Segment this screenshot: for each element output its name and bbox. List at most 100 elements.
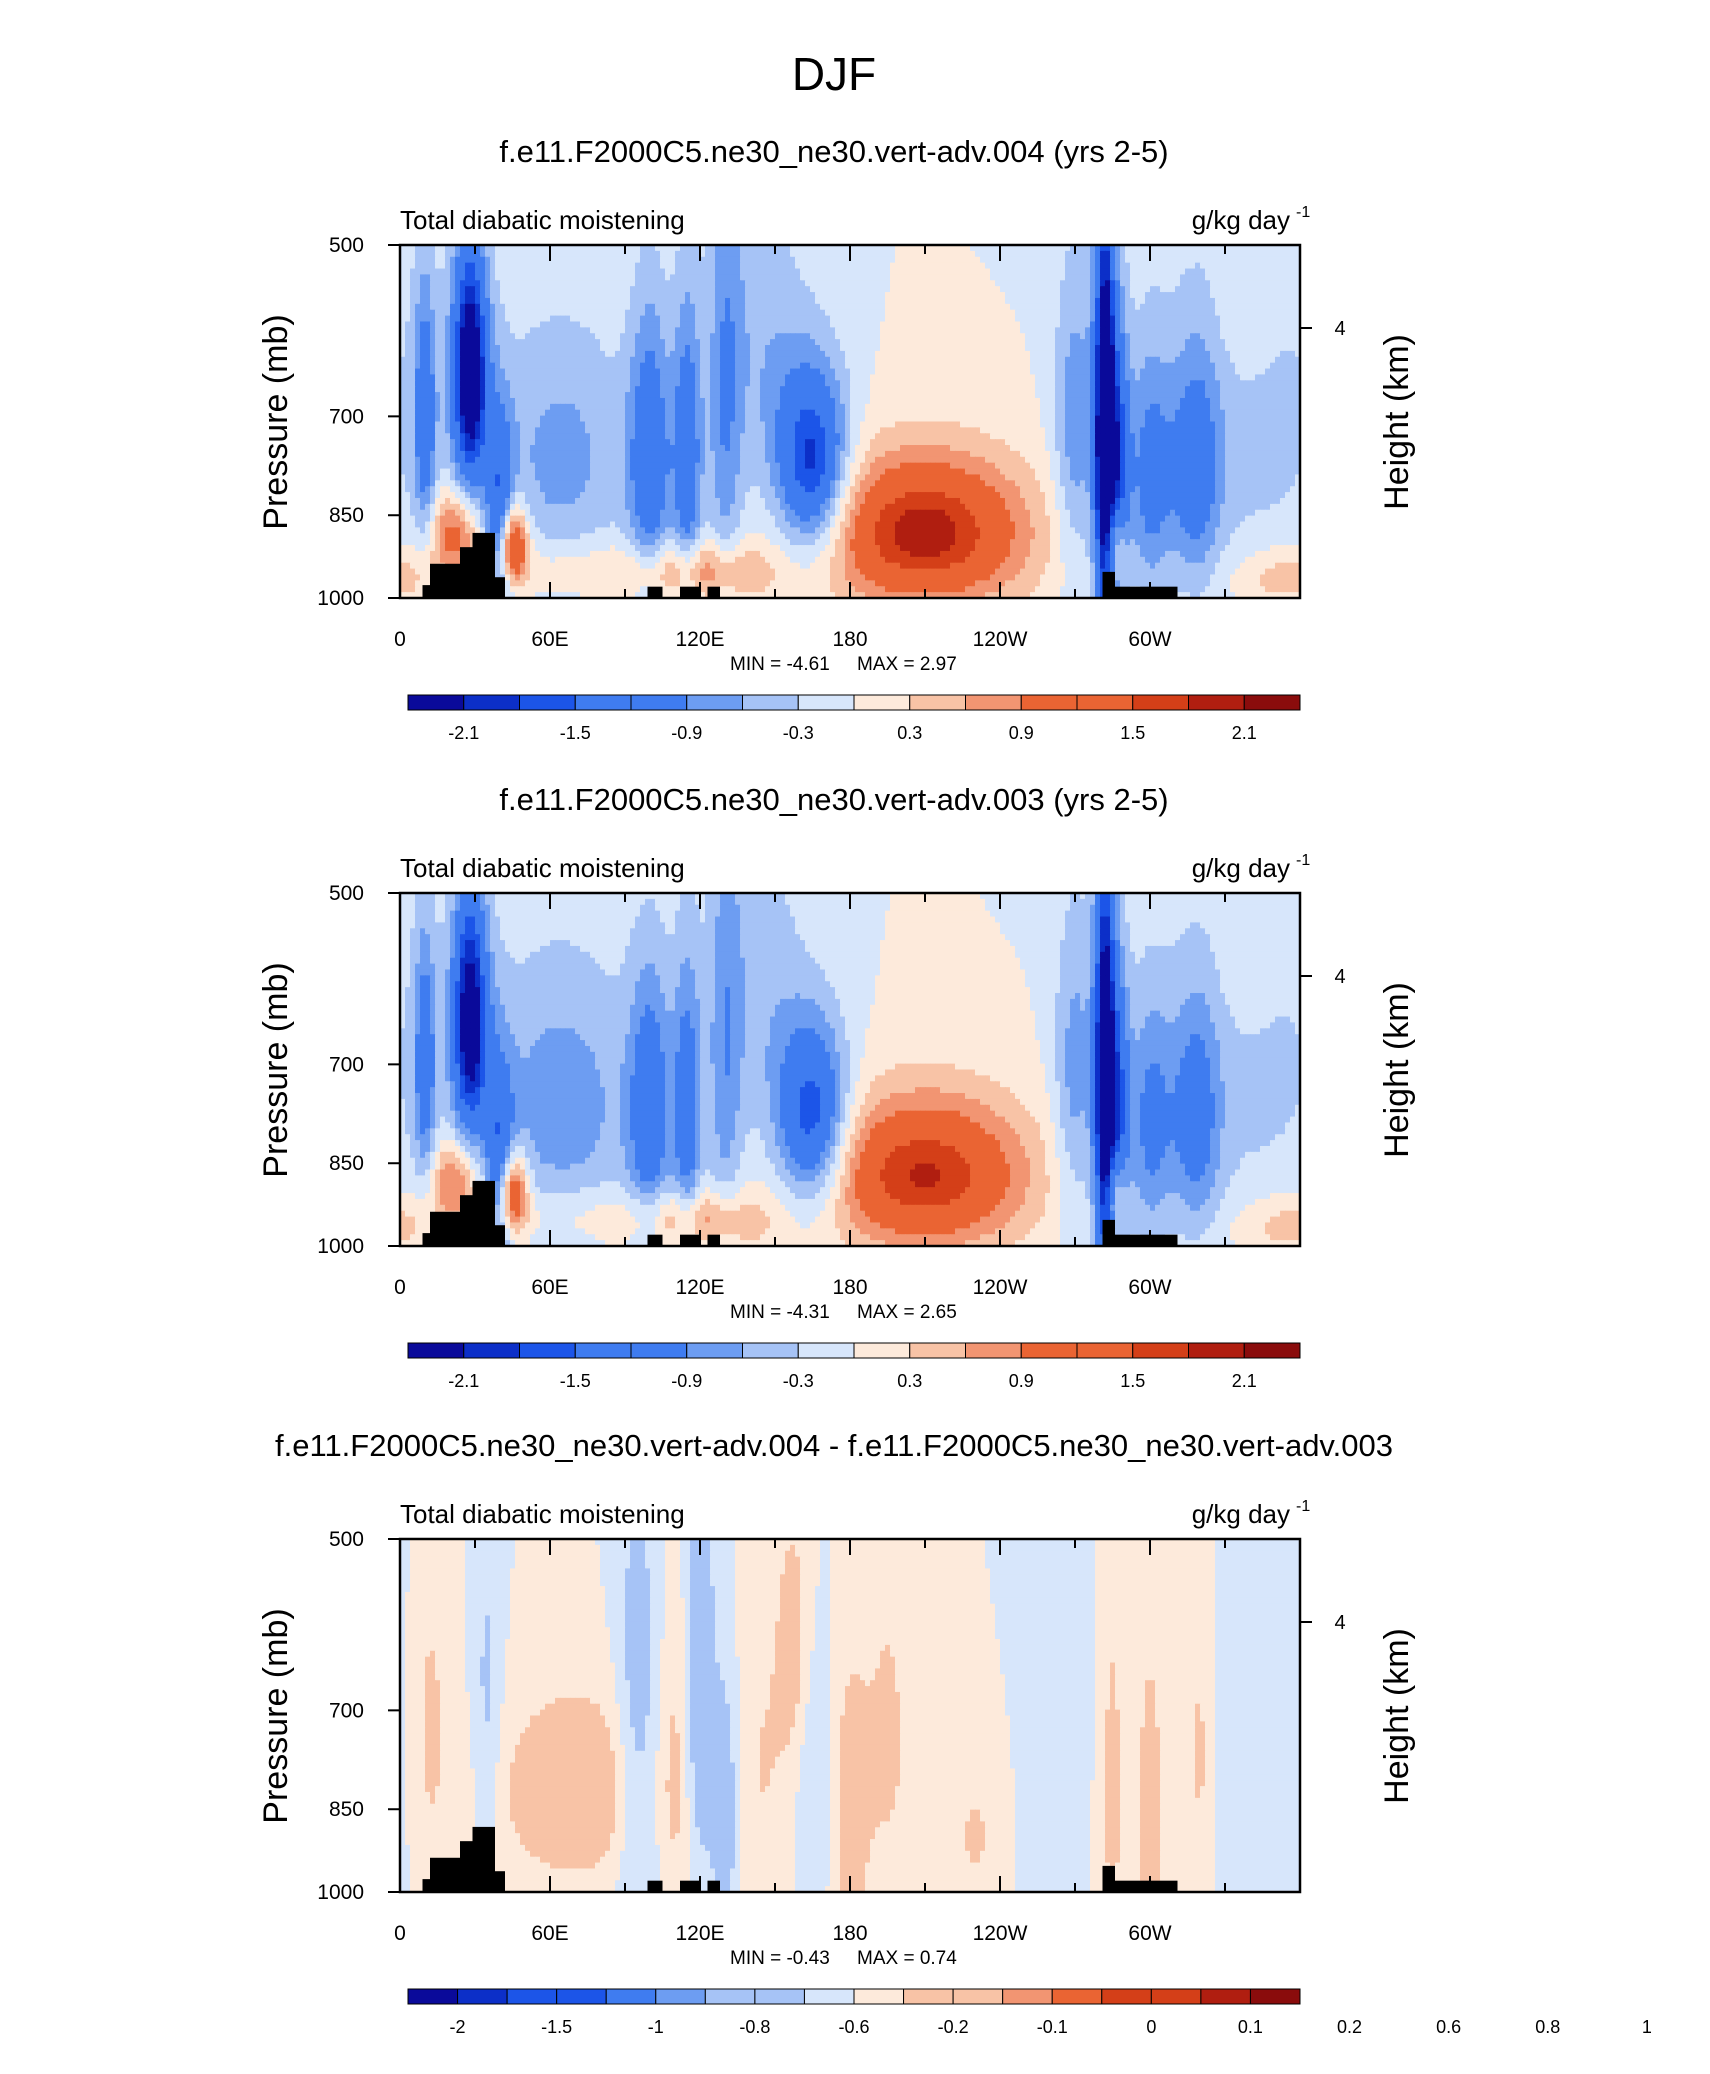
heatmap-cell — [720, 251, 726, 257]
heatmap-cell — [510, 263, 516, 269]
heatmap-cell — [1005, 251, 1011, 257]
heatmap-cell — [875, 263, 881, 269]
heatmap-cell — [795, 251, 801, 257]
heatmap-cell — [515, 263, 521, 269]
heatmap-cell — [1175, 269, 1181, 275]
heatmap-cell — [730, 274, 736, 280]
heatmap-cell — [985, 263, 991, 269]
heatmap-cell — [1210, 257, 1216, 263]
heatmap-cell — [1040, 269, 1046, 275]
heatmap-cell — [410, 269, 416, 275]
heatmap-cell — [1160, 269, 1166, 275]
heatmap-cell — [1120, 274, 1126, 280]
heatmap-cell — [650, 274, 656, 280]
heatmap-cell — [705, 251, 711, 257]
heatmap-cell — [430, 269, 436, 275]
heatmap-cell — [780, 263, 786, 269]
heatmap-cell — [1090, 263, 1096, 269]
heatmap-cell — [595, 251, 601, 257]
heatmap-cell — [1120, 251, 1126, 257]
heatmap-cell — [860, 263, 866, 269]
heatmap-cell — [965, 251, 971, 257]
heatmap-cell — [705, 274, 711, 280]
heatmap-cell — [1085, 274, 1091, 280]
heatmap-cell — [555, 269, 561, 275]
heatmap-cell — [880, 263, 886, 269]
heatmap-cell — [705, 263, 711, 269]
heatmap-cell — [610, 251, 616, 257]
heatmap-cell — [875, 274, 881, 280]
heatmap-cell — [1235, 263, 1241, 269]
heatmap-cell — [600, 263, 606, 269]
heatmap-cell — [1105, 269, 1111, 275]
heatmap-cell — [800, 251, 806, 257]
heatmap-cell — [1270, 263, 1276, 269]
heatmap-cell — [1250, 251, 1256, 257]
heatmap-cell — [1110, 257, 1116, 263]
heatmap-cell — [830, 263, 836, 269]
heatmap-cell — [980, 269, 986, 275]
heatmap-cell — [1190, 274, 1196, 280]
heatmap-cell — [810, 269, 816, 275]
heatmap-cell — [435, 257, 441, 263]
heatmap-cell — [1125, 274, 1131, 280]
heatmap-cell — [615, 257, 621, 263]
heatmap-cell — [970, 257, 976, 263]
heatmap-cell — [630, 269, 636, 275]
heatmap-cell — [720, 263, 726, 269]
heatmap-cell — [490, 263, 496, 269]
heatmap-cell — [455, 257, 461, 263]
heatmap-cell — [905, 251, 911, 257]
heatmap-cell — [555, 251, 561, 257]
heatmap-cell — [825, 274, 831, 280]
heatmap-cell — [775, 269, 781, 275]
heatmap-cell — [765, 263, 771, 269]
heatmap-cell — [660, 263, 666, 269]
heatmap-cell — [735, 269, 741, 275]
heatmap-cell — [585, 274, 591, 280]
heatmap-cell — [800, 269, 806, 275]
heatmap-cell — [1045, 263, 1051, 269]
heatmap-cell — [505, 263, 511, 269]
heatmap-cell — [685, 257, 691, 263]
heatmap-cell — [1130, 274, 1136, 280]
heatmap-cell — [590, 251, 596, 257]
heatmap-cell — [455, 251, 461, 257]
heatmap-cell — [1100, 269, 1106, 275]
heatmap-cell — [1155, 269, 1161, 275]
heatmap-cell — [465, 274, 471, 280]
heatmap-cell — [430, 251, 436, 257]
heatmap-cell — [1285, 263, 1291, 269]
heatmap-cell — [1225, 257, 1231, 263]
heatmap-cell — [405, 263, 411, 269]
heatmap-cell — [785, 251, 791, 257]
heatmap-cell — [745, 257, 751, 263]
heatmap-cell — [1095, 269, 1101, 275]
heatmap-cell — [550, 274, 556, 280]
heatmap-cell — [560, 274, 566, 280]
heatmap-cell — [680, 269, 686, 275]
heatmap-cell — [1075, 269, 1081, 275]
heatmap-cell — [640, 251, 646, 257]
heatmap-cell — [1020, 269, 1026, 275]
heatmap-cell — [1165, 257, 1171, 263]
heatmap-cell — [1190, 257, 1196, 263]
heatmap-cell — [815, 274, 821, 280]
heatmap-cell — [650, 257, 656, 263]
heatmap-cell — [1090, 269, 1096, 275]
heatmap-cell — [650, 251, 656, 257]
heatmap-cell — [680, 274, 686, 280]
heatmap-cell — [470, 257, 476, 263]
heatmap-cell — [1220, 274, 1226, 280]
figure: DJF f.e11.F2000C5.ne30_ne30.vert-adv.004… — [0, 0, 1710, 2074]
heatmap-cell — [1290, 257, 1296, 263]
heatmap-cell — [695, 263, 701, 269]
heatmap-cell — [1200, 269, 1206, 275]
heatmap-cell — [405, 257, 411, 263]
heatmap-cell — [900, 274, 906, 280]
heatmap-cell — [1210, 263, 1216, 269]
heatmap-cell — [1095, 274, 1101, 280]
heatmap-cell — [1180, 251, 1186, 257]
heatmap-cell — [1010, 251, 1016, 257]
heatmap-cell — [1145, 263, 1151, 269]
